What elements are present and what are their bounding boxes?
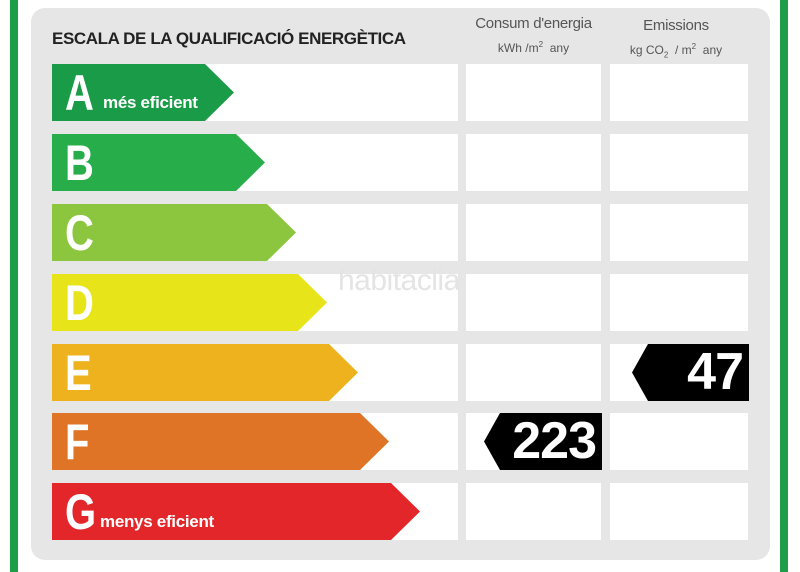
emission-cell-g [610,483,748,540]
rating-arrow-e: E [52,344,358,401]
rating-arrow-b: B [52,134,265,191]
rating-arrow-d: D [52,274,327,331]
emission-cell-d [610,274,748,331]
energy-column-unit: kWh /m2 any [497,40,570,55]
energy-cell-e [466,344,601,401]
emission-column-header: Emissions kg CO2 / m2 any [610,17,742,64]
rating-label-g: menys eficient [100,512,214,531]
frame-border-right [780,0,788,572]
emission-cell-c [610,204,748,261]
energy-column-label: Consum d'energia [475,15,592,32]
emission-column-unit: kg CO2 / m2 any [629,42,723,60]
scale-title: ESCALA DE LA QUALIFICACIÓ ENERGÈTICA [52,29,406,48]
emission-cell-f [610,413,748,470]
emission-cell-a [610,64,748,121]
emission-value-marker: 47 [632,344,749,401]
emission-cell-b [610,134,748,191]
rating-letter-c: C [65,205,94,261]
frame-border-left [10,0,18,572]
rating-letter-a: A [65,65,94,121]
rating-letter-g: G [65,484,97,540]
energy-column-header: Consum d'energia kWh /m2 any [466,15,601,57]
rating-arrow-c: C [52,204,296,261]
energy-cell-b [466,134,601,191]
energy-cell-a [466,64,601,121]
energy-cell-d [466,274,601,331]
rating-letter-b: B [65,135,94,191]
energy-cell-c [466,204,601,261]
energy-value-marker: 223 [484,413,602,470]
watermark-logo: habitaclia [338,264,460,297]
rating-arrow-f: F [52,413,389,470]
rating-letter-e: E [65,345,92,401]
rating-letter-d: D [65,275,94,331]
rating-label-a: més eficient [103,93,198,112]
energy-cell-g [466,483,601,540]
rating-letter-f: F [65,414,90,470]
emission-column-label: Emissions [643,17,709,34]
